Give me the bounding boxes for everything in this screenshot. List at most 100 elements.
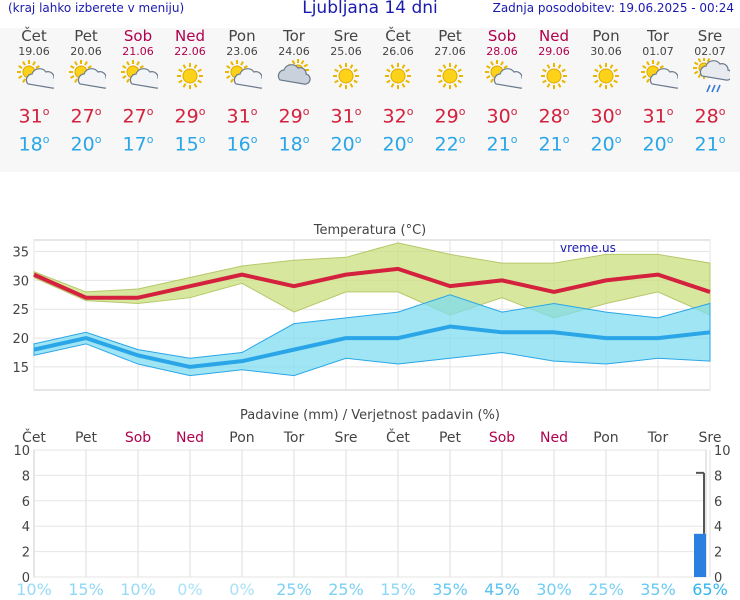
- max-temperature: 30o: [590, 105, 622, 128]
- day-name: Pon: [228, 27, 256, 45]
- day-date: 25.06: [330, 45, 362, 58]
- day-name: Tor: [647, 27, 669, 45]
- x-tick-label: Čet: [22, 428, 46, 446]
- max-temperature: 31o: [226, 105, 258, 128]
- day-column: Čet 26.06 32o 20o: [372, 28, 424, 157]
- day-date: 29.06: [538, 45, 570, 58]
- min-temperature: 15o: [174, 133, 206, 156]
- temperature-chart-title: Temperatura (°C): [313, 223, 426, 238]
- precip-probability: 65%: [692, 580, 728, 599]
- max-temperature: 28o: [538, 105, 570, 128]
- x-tick-label: Sob: [489, 430, 515, 446]
- day-column: Sre 02.07 28o 21o: [684, 28, 736, 157]
- day-date: 21.06: [122, 45, 154, 58]
- sun-icon: [372, 58, 424, 100]
- min-temperature-line: [33, 324, 711, 369]
- day-name: Ned: [539, 27, 569, 45]
- day-name: Pet: [74, 27, 98, 45]
- y-tick-label: 0: [22, 571, 30, 586]
- x-tick-label: Pon: [229, 430, 254, 446]
- day-name: Ned: [175, 27, 205, 45]
- min-temperature: 20o: [382, 133, 414, 156]
- precip-probability: 30%: [536, 580, 572, 599]
- x-tick-label: Tor: [283, 430, 305, 446]
- day-name: Sre: [333, 27, 359, 45]
- day-column: Ned 29.06 28o 21o: [528, 28, 580, 157]
- precipitation-chart-title: Padavine (mm) / Verjetnost padavin (%): [240, 408, 500, 423]
- x-tick-label: Tor: [647, 430, 669, 446]
- precip-probability: 25%: [276, 580, 312, 599]
- min-temperature: 21o: [538, 133, 570, 156]
- precip-probability: 15%: [68, 580, 104, 599]
- sun-cloud-icon: [60, 58, 112, 100]
- max-temperature: 27o: [70, 105, 102, 128]
- x-tick-label: Pon: [593, 430, 618, 446]
- day-date: 27.06: [434, 45, 466, 58]
- precip-probability: 35%: [432, 580, 468, 599]
- max-temperature: 32o: [382, 105, 414, 128]
- sun-icon: [580, 58, 632, 100]
- day-column: Pet 20.06 27o 20o: [60, 28, 112, 157]
- precip-probability: 35%: [640, 580, 676, 599]
- max-temperature: 31o: [18, 105, 50, 128]
- last-update: Zadnja posodobitev: 19.06.2025 - 00:24: [492, 1, 734, 15]
- day-column: Tor 24.06 29o 18o: [268, 28, 320, 157]
- day-name: Sob: [487, 27, 517, 45]
- x-tick-label: Pet: [75, 430, 98, 446]
- precip-probability: 25%: [588, 580, 624, 599]
- header: (kraj lahko izberete v meniju) Ljubljana…: [0, 0, 740, 22]
- min-temperature: 17o: [122, 133, 154, 156]
- day-column: Sre 25.06 31o 20o: [320, 28, 372, 157]
- y-tick-label: 35: [12, 246, 29, 261]
- x-tick-label: Sre: [699, 430, 722, 446]
- day-column: Čet 19.06 31o 18o: [8, 28, 60, 157]
- max-temperature: 29o: [278, 105, 310, 128]
- rain-cloud-icon: [684, 57, 736, 100]
- day-column: Sob 28.06 30o 21o: [476, 28, 528, 157]
- sun-cloud-icon: [112, 58, 164, 100]
- sun-icon: [424, 58, 476, 100]
- min-temperature: 21o: [486, 133, 518, 156]
- max-temperature: 31o: [330, 105, 362, 128]
- y-tick-label: 25: [12, 303, 29, 318]
- x-tick-label: Sre: [335, 430, 358, 446]
- precip-probability: 15%: [380, 580, 416, 599]
- day-date: 28.06: [486, 45, 518, 58]
- day-name: Sre: [697, 27, 723, 45]
- day-name: Pon: [592, 27, 620, 45]
- y-tick-label: 15: [12, 361, 29, 376]
- location-menu-hint[interactable]: (kraj lahko izberete v meniju): [8, 1, 185, 15]
- sun-icon: [528, 58, 580, 100]
- sun-cloud-icon: [476, 58, 528, 100]
- day-name: Čet: [385, 27, 411, 45]
- page-title: Ljubljana 14 dni: [302, 0, 438, 18]
- precipitation-bar: [694, 533, 706, 577]
- max-temperature: 31o: [642, 105, 674, 128]
- precip-probability: 10%: [16, 580, 52, 599]
- y-tick-label: 10: [13, 444, 30, 459]
- sun-icon: [164, 58, 216, 100]
- sun-cloud-icon: [632, 58, 684, 100]
- min-temperature: 20o: [330, 133, 362, 156]
- min-temperature: 18o: [278, 133, 310, 156]
- day-name: Tor: [283, 27, 305, 45]
- min-temperature-band: [33, 294, 711, 377]
- precip-probability: 25%: [328, 580, 364, 599]
- day-column: Pon 30.06 30o 20o: [580, 28, 632, 157]
- min-temperature: 20o: [70, 133, 102, 156]
- max-temperature-line: [33, 266, 711, 300]
- y-tick-label: 8: [22, 469, 30, 484]
- cloud-sun-icon: [268, 58, 320, 100]
- day-date: 19.06: [18, 45, 50, 58]
- max-temperature: 28o: [694, 105, 726, 128]
- x-tick-label: Pet: [439, 430, 462, 446]
- day-date: 30.06: [590, 45, 622, 58]
- min-temperature: 21o: [694, 133, 726, 156]
- day-date: 24.06: [278, 45, 310, 58]
- max-temperature: 30o: [486, 105, 518, 128]
- day-column: Pet 27.06 29o 22o: [424, 28, 476, 157]
- daily-forecast-strip: Čet 19.06 31o 18o Pet 20.06 27o 20o Sob 21…: [0, 28, 740, 172]
- x-tick-label: Čet: [386, 428, 410, 446]
- x-tick-label: Ned: [176, 430, 204, 446]
- day-column: Ned 22.06 29o 15o: [164, 28, 216, 157]
